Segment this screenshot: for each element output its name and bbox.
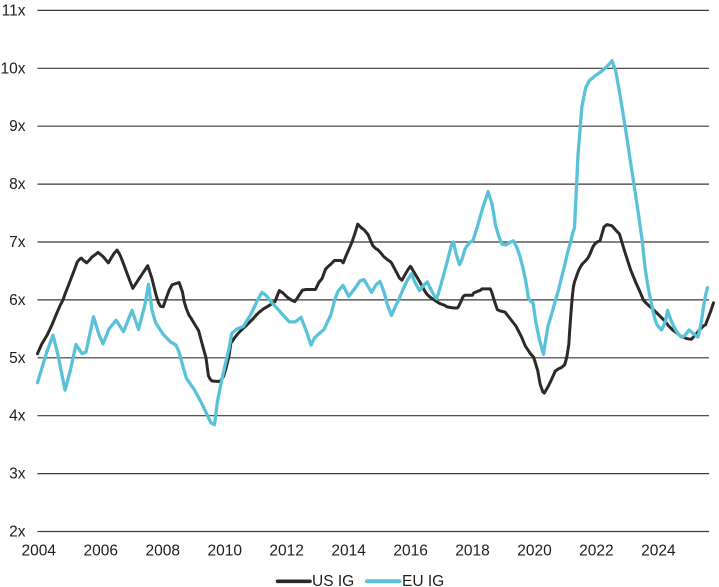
svg-text:2024: 2024 <box>641 543 676 560</box>
svg-text:4x: 4x <box>9 408 26 425</box>
svg-text:US IG: US IG <box>312 573 354 587</box>
svg-text:8x: 8x <box>9 176 26 193</box>
svg-text:EU IG: EU IG <box>402 573 444 587</box>
svg-text:2006: 2006 <box>84 543 118 560</box>
svg-text:2020: 2020 <box>517 543 552 560</box>
svg-text:3x: 3x <box>9 466 26 483</box>
svg-text:2018: 2018 <box>455 543 489 560</box>
svg-text:2022: 2022 <box>579 543 613 560</box>
svg-text:6x: 6x <box>9 292 26 309</box>
svg-text:2012: 2012 <box>269 543 303 560</box>
svg-text:9x: 9x <box>9 118 26 135</box>
svg-text:2010: 2010 <box>207 543 242 560</box>
svg-text:7x: 7x <box>9 234 26 251</box>
svg-text:10x: 10x <box>1 60 26 77</box>
svg-text:2014: 2014 <box>331 543 366 560</box>
svg-text:5x: 5x <box>9 350 26 367</box>
svg-text:2016: 2016 <box>393 543 427 560</box>
svg-text:2004: 2004 <box>22 543 57 560</box>
svg-text:11x: 11x <box>2 2 26 19</box>
svg-text:2008: 2008 <box>145 543 179 560</box>
svg-text:2x: 2x <box>9 524 26 541</box>
